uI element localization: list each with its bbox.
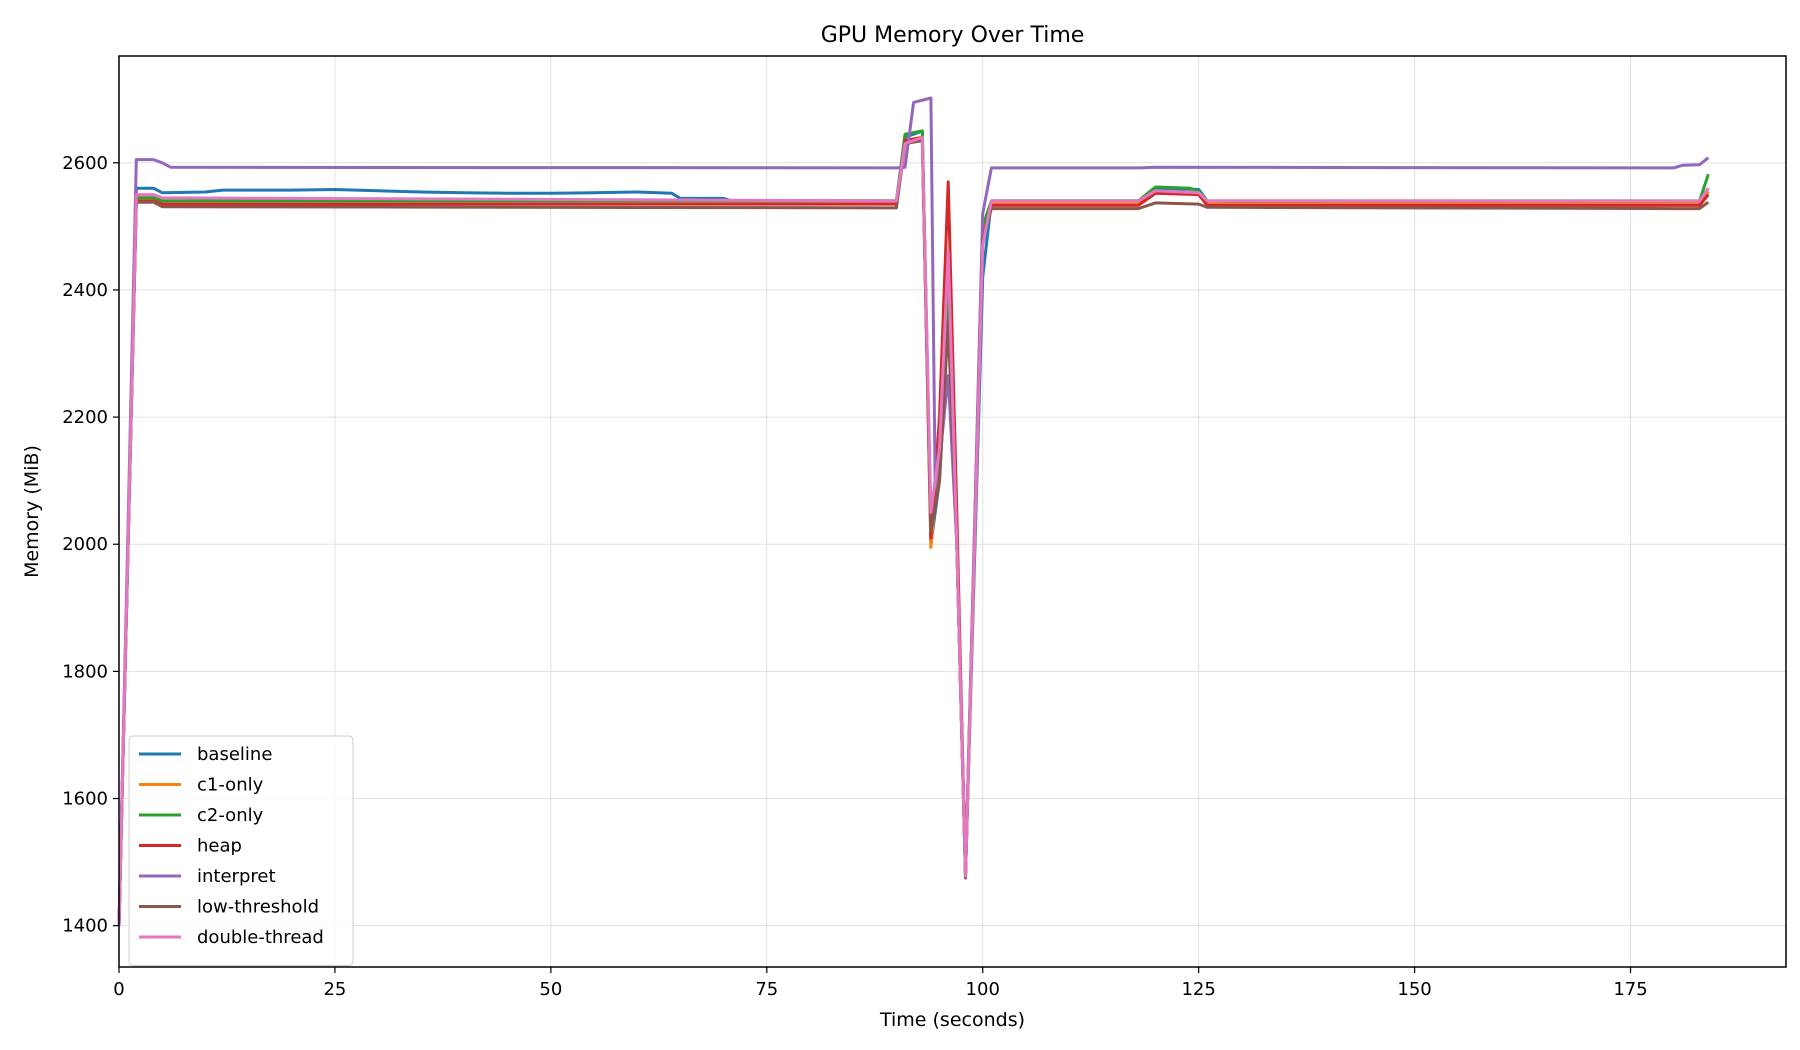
chart-title: GPU Memory Over Time (821, 23, 1085, 48)
y-tick-label: 2400 (62, 280, 108, 301)
x-tick-label: 50 (539, 979, 562, 1000)
legend-label-interpret: interpret (197, 866, 276, 887)
y-tick-label: 2000 (62, 534, 108, 555)
series-lines (117, 96, 1710, 926)
y-tick-label: 1600 (62, 789, 108, 810)
x-tick-label: 25 (323, 979, 346, 1000)
x-axis-label: Time (seconds) (879, 1009, 1025, 1031)
x-tick-label: 150 (1397, 979, 1431, 1000)
legend: baseline c1-only c2-only heap interpret low-t… (128, 735, 354, 966)
x-tick-label: 75 (755, 979, 778, 1000)
legend-label-double-thread: double-thread (197, 927, 324, 948)
y-tick-label: 2200 (62, 407, 108, 428)
legend-label-low-threshold: low-threshold (197, 897, 319, 918)
y-axis-label: Memory (MiB) (21, 445, 43, 578)
x-tick-label: 0 (113, 979, 124, 1000)
x-tick-label: 175 (1613, 979, 1647, 1000)
y-tick-label: 1800 (62, 661, 108, 682)
series-line-double-thread (117, 135, 1710, 926)
x-tick-label: 125 (1181, 979, 1215, 1000)
legend-label-heap: heap (197, 836, 242, 857)
y-tick-label: 1400 (62, 916, 108, 937)
x-tick-label: 100 (966, 979, 1000, 1000)
legend-label-c1-only: c1-only (197, 775, 264, 796)
legend-box (128, 735, 354, 966)
legend-label-c2-only: c2-only (197, 805, 264, 826)
y-tick-label: 2600 (62, 153, 108, 174)
legend-label-baseline: baseline (197, 744, 272, 765)
plot-frame (118, 55, 1787, 968)
axis-ticks: 0 25 50 75 100 125 150 175 1400 1600 1800 2000 2200 2… (62, 153, 1648, 1000)
